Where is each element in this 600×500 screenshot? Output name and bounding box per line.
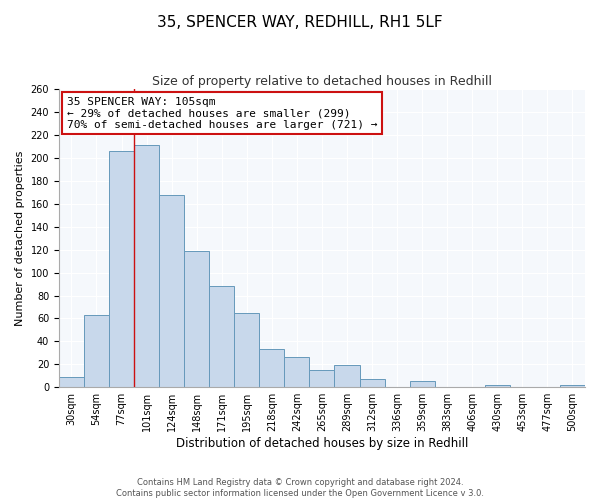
Bar <box>334 366 359 387</box>
Bar <box>184 251 209 387</box>
Bar <box>59 377 84 387</box>
Bar <box>560 385 585 387</box>
Text: 35, SPENCER WAY, REDHILL, RH1 5LF: 35, SPENCER WAY, REDHILL, RH1 5LF <box>157 15 443 30</box>
Y-axis label: Number of detached properties: Number of detached properties <box>15 150 25 326</box>
X-axis label: Distribution of detached houses by size in Redhill: Distribution of detached houses by size … <box>176 437 468 450</box>
Bar <box>159 194 184 387</box>
Text: 35 SPENCER WAY: 105sqm
← 29% of detached houses are smaller (299)
70% of semi-de: 35 SPENCER WAY: 105sqm ← 29% of detached… <box>67 96 377 130</box>
Bar <box>259 350 284 387</box>
Bar <box>84 315 109 387</box>
Bar <box>284 358 310 387</box>
Bar <box>310 370 334 387</box>
Bar <box>359 379 385 387</box>
Bar <box>234 312 259 387</box>
Title: Size of property relative to detached houses in Redhill: Size of property relative to detached ho… <box>152 75 492 88</box>
Text: Contains HM Land Registry data © Crown copyright and database right 2024.
Contai: Contains HM Land Registry data © Crown c… <box>116 478 484 498</box>
Bar <box>134 146 159 387</box>
Bar <box>485 385 510 387</box>
Bar <box>209 286 234 387</box>
Bar <box>109 151 134 387</box>
Bar <box>410 382 434 387</box>
